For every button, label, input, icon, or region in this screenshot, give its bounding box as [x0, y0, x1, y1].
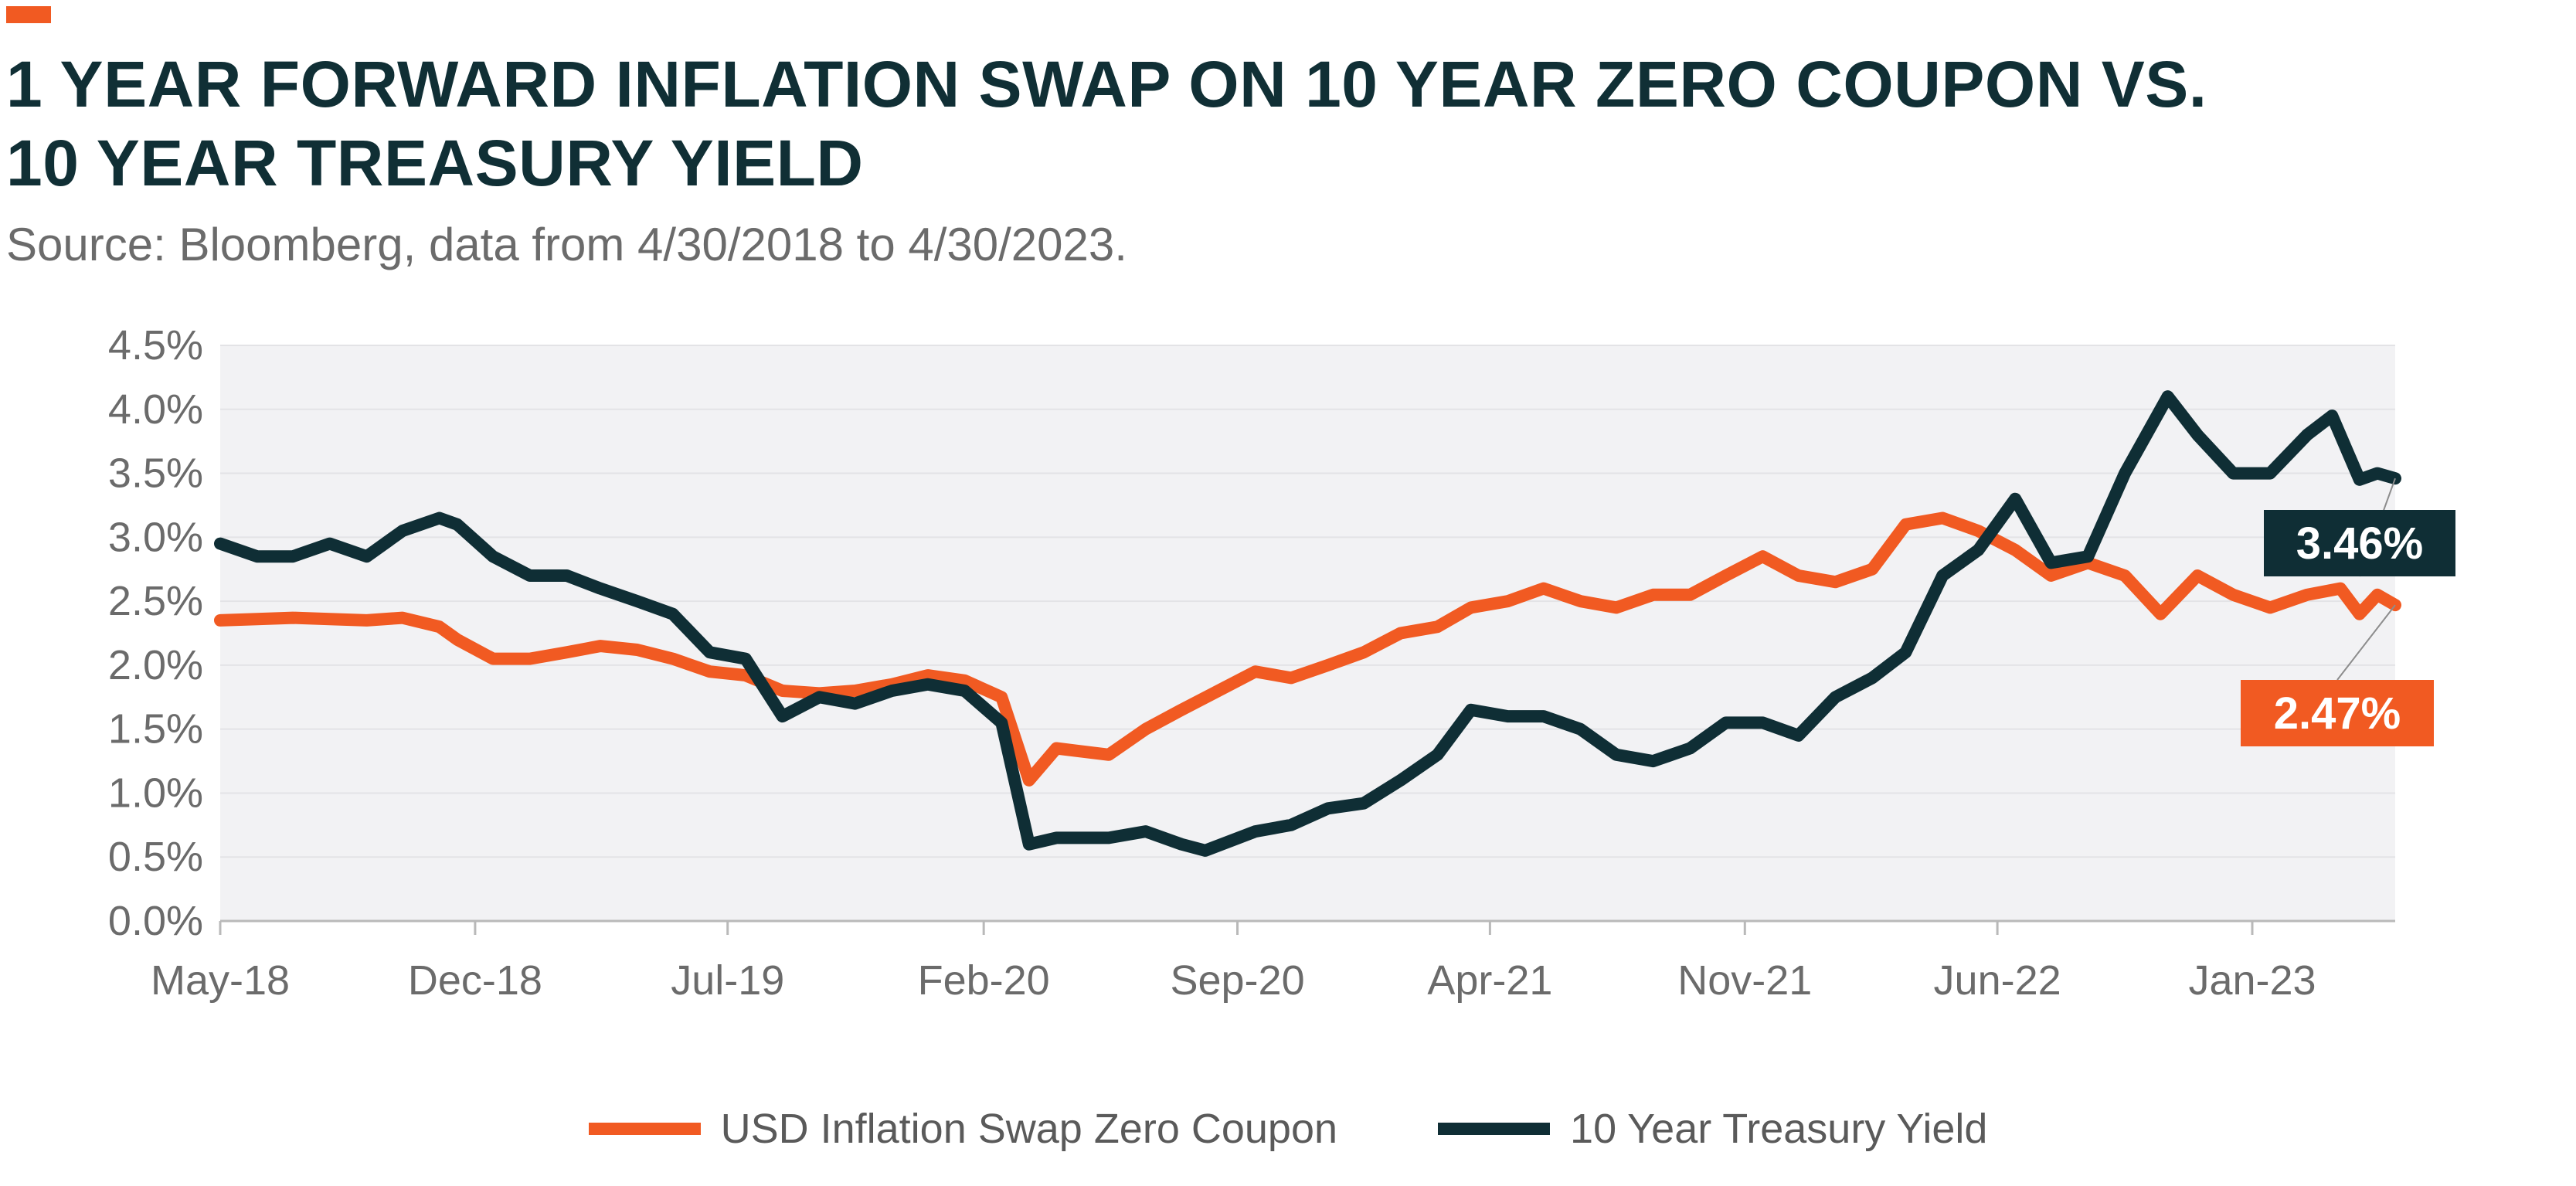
legend-swatch-inflation-swap — [588, 1123, 701, 1135]
series-line-treasury-yield — [214, 390, 2401, 857]
y-tick-label: 4.0% — [108, 386, 203, 433]
chart-subtitle: Source: Bloomberg, data from 4/30/2018 t… — [6, 219, 1127, 270]
callout-label-treasury-yield: 3.46% — [2296, 518, 2423, 569]
end-value-callouts: 3.46% 2.47% — [2241, 477, 2455, 746]
x-tick-label: Dec-18 — [408, 957, 542, 1004]
x-tick-label: May-18 — [151, 957, 290, 1004]
legend-label-inflation-swap: USD Inflation Swap Zero Coupon — [720, 1106, 1338, 1152]
chart-title-line-1: 1 YEAR FORWARD INFLATION SWAP ON 10 YEAR… — [6, 48, 2207, 121]
x-tick-label: Nov-21 — [1677, 957, 1812, 1004]
legend-swatch-treasury-yield — [1438, 1123, 1551, 1135]
callout-box-inflation-swap — [2241, 680, 2434, 746]
y-tick-label: 1.0% — [108, 770, 203, 816]
y-tick-label: 2.0% — [108, 642, 203, 688]
plot-area-background — [220, 345, 2395, 921]
x-tick-label: Jun-22 — [1934, 957, 2061, 1004]
legend-item-treasury-yield: 10 Year Treasury Yield — [1438, 1105, 1987, 1153]
chart-title: 1 YEAR FORWARD INFLATION SWAP ON 10 YEAR… — [6, 45, 2324, 202]
y-axis-ticks: 0.0% 0.5% 1.0% 1.5% 2.0% 2.5% 3.0% 3.5% 4.0% 4.5% — [108, 322, 203, 944]
callout-box-treasury-yield — [2264, 510, 2455, 576]
legend-label-treasury-yield: 10 Year Treasury Yield — [1570, 1106, 1988, 1152]
y-tick-label: 1.5% — [108, 706, 203, 753]
x-tick-label: Apr-21 — [1427, 957, 1552, 1004]
y-tick-label: 0.0% — [108, 898, 203, 944]
callout-leader-inflation-swap — [2336, 604, 2396, 681]
x-tick-label: Sep-20 — [1170, 957, 1304, 1004]
legend-item-inflation-swap: USD Inflation Swap Zero Coupon — [588, 1105, 1338, 1153]
y-tick-label: 3.5% — [108, 450, 203, 497]
x-tick-label: Jan-23 — [2188, 957, 2316, 1004]
y-tick-label: 3.0% — [108, 514, 203, 560]
y-tick-label: 2.5% — [108, 578, 203, 624]
chart-title-line-2: 10 YEAR TREASURY YIELD — [6, 127, 864, 199]
series-lines — [214, 390, 2401, 857]
x-tick-label: Feb-20 — [918, 957, 1050, 1004]
brand-accent-bar — [6, 6, 51, 23]
x-axis-ticks: May-18 Dec-18 Jul-19 Feb-20 Sep-20 Apr-21 Nov-… — [151, 921, 2316, 1004]
chart-legend: USD Inflation Swap Zero Coupon 10 Year T… — [0, 1105, 2576, 1153]
y-tick-label: 0.5% — [108, 834, 203, 880]
y-tick-label: 4.5% — [108, 322, 203, 369]
series-line-inflation-swap — [214, 511, 2401, 787]
x-tick-label: Jul-19 — [671, 957, 784, 1004]
line-chart: 0.0% 0.5% 1.0% 1.5% 2.0% 2.5% 3.0% 3.5% 4.0% 4.5%… — [108, 322, 2455, 1004]
callout-label-inflation-swap: 2.47% — [2274, 688, 2401, 739]
